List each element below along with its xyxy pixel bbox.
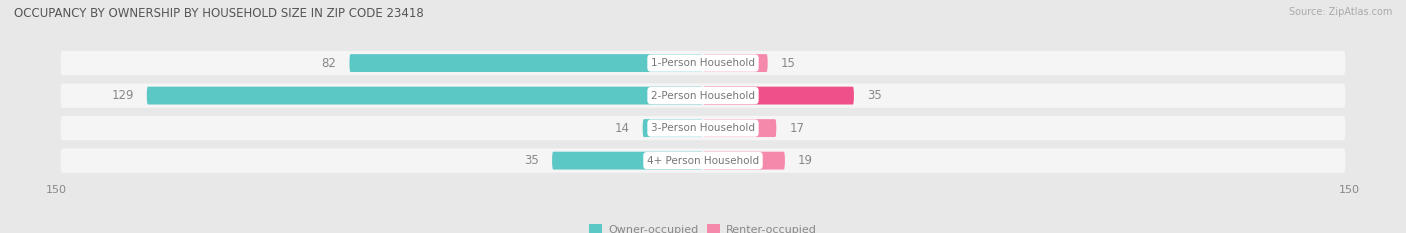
Text: 129: 129 bbox=[111, 89, 134, 102]
FancyBboxPatch shape bbox=[60, 148, 1346, 173]
Text: 82: 82 bbox=[322, 57, 336, 70]
FancyBboxPatch shape bbox=[643, 119, 703, 137]
Text: 19: 19 bbox=[797, 154, 813, 167]
Text: 35: 35 bbox=[868, 89, 882, 102]
FancyBboxPatch shape bbox=[60, 116, 1346, 140]
FancyBboxPatch shape bbox=[60, 83, 1346, 108]
Text: 15: 15 bbox=[780, 57, 796, 70]
Text: Source: ZipAtlas.com: Source: ZipAtlas.com bbox=[1288, 7, 1392, 17]
Text: OCCUPANCY BY OWNERSHIP BY HOUSEHOLD SIZE IN ZIP CODE 23418: OCCUPANCY BY OWNERSHIP BY HOUSEHOLD SIZE… bbox=[14, 7, 423, 20]
Text: 2-Person Household: 2-Person Household bbox=[651, 91, 755, 101]
Text: 17: 17 bbox=[789, 122, 804, 135]
FancyBboxPatch shape bbox=[703, 54, 768, 72]
Text: 14: 14 bbox=[614, 122, 630, 135]
FancyBboxPatch shape bbox=[553, 152, 703, 170]
Legend: Owner-occupied, Renter-occupied: Owner-occupied, Renter-occupied bbox=[585, 220, 821, 233]
FancyBboxPatch shape bbox=[146, 87, 703, 105]
FancyBboxPatch shape bbox=[350, 54, 703, 72]
Text: 35: 35 bbox=[524, 154, 538, 167]
FancyBboxPatch shape bbox=[60, 51, 1346, 75]
Text: 4+ Person Household: 4+ Person Household bbox=[647, 156, 759, 166]
Text: 3-Person Household: 3-Person Household bbox=[651, 123, 755, 133]
FancyBboxPatch shape bbox=[703, 119, 776, 137]
FancyBboxPatch shape bbox=[703, 87, 853, 105]
Text: 1-Person Household: 1-Person Household bbox=[651, 58, 755, 68]
FancyBboxPatch shape bbox=[703, 152, 785, 170]
